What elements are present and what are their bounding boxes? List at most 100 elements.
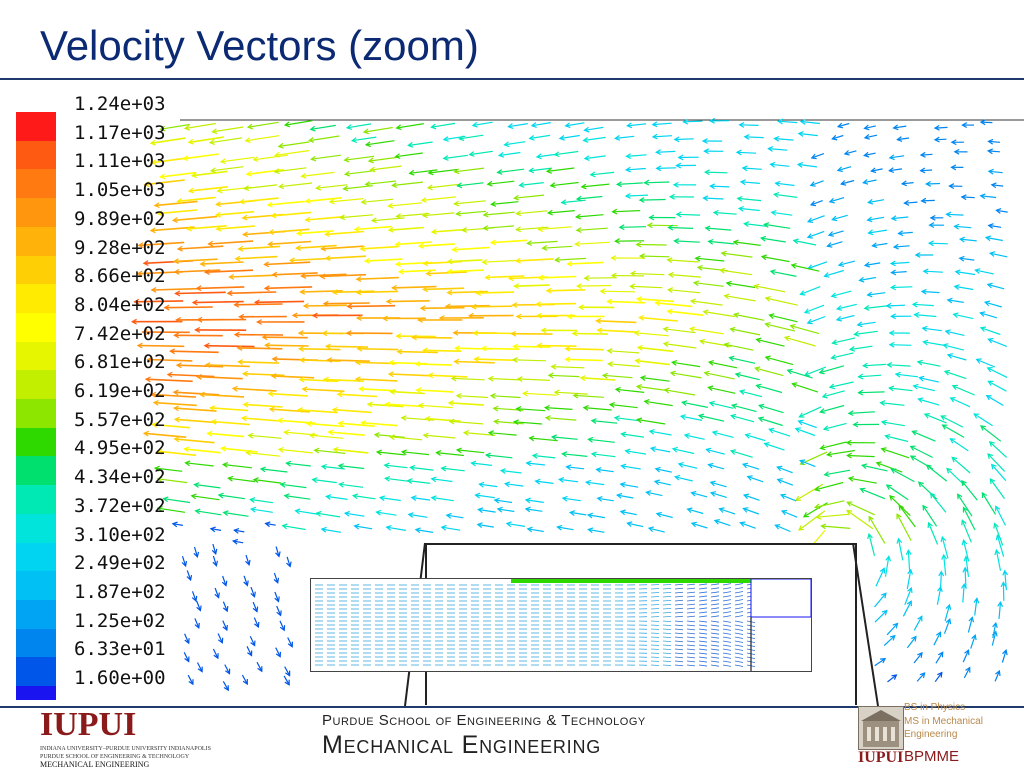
inset-vector: [687, 641, 695, 642]
inset-vector: [663, 616, 671, 617]
bpmme-line-3: Engineering: [904, 729, 957, 740]
inset-vector: [723, 645, 731, 646]
inset-vector: [675, 649, 683, 650]
bpmme-name: BPMME: [904, 748, 959, 765]
inset-vector: [675, 665, 683, 666]
inset-vector: [723, 608, 731, 609]
bpmme-line-1: BS in Physics: [904, 702, 965, 713]
inset-vector: [699, 600, 707, 601]
inset-vector: [735, 657, 743, 658]
inset-vector: [735, 649, 743, 650]
inset-vector: [699, 608, 707, 609]
inset-vector: [723, 596, 731, 597]
bpmme-iupui-text: IUPUI: [858, 749, 903, 767]
inset-vector: [699, 625, 707, 626]
inset-vector: [723, 629, 731, 630]
inset-vector: [711, 596, 719, 597]
inset-corner-region: [751, 579, 811, 617]
inset-vector: [735, 625, 743, 626]
inset-vector: [687, 584, 695, 585]
inset-vector: [711, 588, 719, 589]
inset-vector: [723, 649, 731, 650]
inset-vector: [723, 600, 731, 601]
inset-vector: [723, 588, 731, 589]
overview-inset: [310, 578, 812, 672]
inset-vector: [675, 612, 683, 613]
inset-vector: [675, 637, 683, 638]
inset-vector: [675, 584, 683, 585]
inset-vector: [723, 625, 731, 626]
inset-vector: [735, 641, 743, 642]
inset-vector: [675, 657, 683, 658]
inset-vector: [711, 653, 719, 654]
inset-vector: [663, 608, 671, 609]
inset-vector: [699, 612, 707, 613]
inset-vector: [735, 629, 743, 630]
inset-vector: [687, 629, 695, 630]
inset-vector: [699, 604, 707, 605]
inset-vector: [723, 612, 731, 613]
inset-vector: [711, 661, 719, 662]
inset-vector: [723, 661, 731, 662]
inset-vector: [663, 645, 671, 646]
inset-vector: [735, 661, 743, 662]
inset-jet: [511, 579, 761, 583]
inset-vector: [711, 665, 719, 666]
inset-vector: [687, 653, 695, 654]
inset-vector: [663, 612, 671, 613]
inset-vector: [663, 584, 671, 585]
inset-vector: [663, 600, 671, 601]
inset-vector: [723, 633, 731, 634]
inset-vector: [687, 596, 695, 597]
inset-vector: [663, 641, 671, 642]
inset-vector: [687, 665, 695, 666]
inset-vector: [675, 596, 683, 597]
inset-vector: [699, 596, 707, 597]
inset-vector: [711, 633, 719, 634]
inset-vector: [687, 588, 695, 589]
inset-vector: [663, 588, 671, 589]
inset-vector: [711, 600, 719, 601]
inset-vector: [735, 616, 743, 617]
inset-vector: [663, 665, 671, 666]
inset-vector: [687, 604, 695, 605]
inset-vector: [735, 604, 743, 605]
inset-vector: [675, 641, 683, 642]
inset-vector: [663, 657, 671, 658]
inset-vector: [687, 633, 695, 634]
inset-vector: [711, 612, 719, 613]
inset-vector: [699, 665, 707, 666]
inset-vector: [699, 588, 707, 589]
inset-vector: [711, 592, 719, 593]
inset-vector: [735, 645, 743, 646]
inset-vector: [711, 616, 719, 617]
inset-vector: [675, 592, 683, 593]
inset-vector: [723, 621, 731, 622]
inset-vector: [711, 608, 719, 609]
inset-vector: [663, 592, 671, 593]
inset-vector: [723, 653, 731, 654]
inset-vector: [723, 657, 731, 658]
inset-vector: [675, 653, 683, 654]
inset-vector: [735, 596, 743, 597]
inset-vector: [687, 661, 695, 662]
inset-vector: [735, 621, 743, 622]
inset-vector: [723, 584, 731, 585]
inset-vector: [711, 604, 719, 605]
inset-vector: [699, 592, 707, 593]
inset-vector: [663, 653, 671, 654]
inset-vector: [663, 633, 671, 634]
inset-vector: [663, 661, 671, 662]
inset-vector: [675, 588, 683, 589]
inset-vector: [675, 629, 683, 630]
inset-vector: [735, 600, 743, 601]
inset-vector: [663, 604, 671, 605]
inset-vector: [723, 604, 731, 605]
inset-vector: [663, 625, 671, 626]
inset-vector: [675, 645, 683, 646]
inset-vector: [711, 625, 719, 626]
inset-vector: [675, 608, 683, 609]
bpmme-line-2: MS in Mechanical: [904, 716, 983, 727]
inset-vector: [723, 592, 731, 593]
inset-vector: [699, 633, 707, 634]
